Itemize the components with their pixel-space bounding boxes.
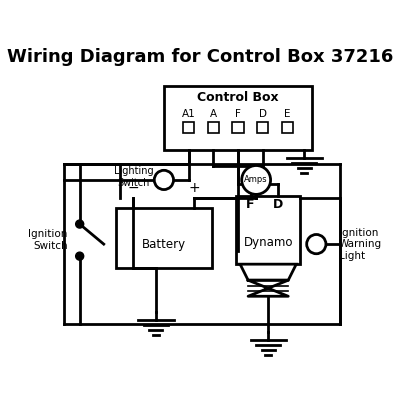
Bar [164,86,312,150]
Text: D: D [259,109,267,119]
Circle shape [76,252,84,260]
Circle shape [154,170,174,190]
Bar [208,122,219,134]
Text: +: + [188,181,200,195]
Text: Ignition
Switch: Ignition Switch [28,229,68,251]
Text: Battery: Battery [142,238,186,251]
Text: F: F [235,109,241,119]
Text: F: F [246,198,255,210]
Bar [257,122,268,134]
Circle shape [242,166,270,194]
Text: A: A [210,109,217,119]
Text: Amps: Amps [244,176,268,184]
Text: E: E [284,109,291,119]
Text: A1: A1 [182,109,196,119]
Circle shape [307,234,326,254]
Bar [116,208,212,268]
Text: Wiring Diagram for Control Box 37216: Wiring Diagram for Control Box 37216 [7,48,393,66]
Text: D: D [273,198,283,210]
Text: Ignition
Warning
Light: Ignition Warning Light [339,228,382,261]
Text: −: − [128,181,139,195]
Text: Control Box: Control Box [197,91,279,104]
Text: Lighting
Switch: Lighting Switch [114,166,153,188]
Circle shape [76,220,84,228]
Bar [282,122,293,134]
Text: Dynamo: Dynamo [244,236,293,249]
Bar [183,122,194,134]
Bar [236,196,300,264]
Polygon shape [240,264,296,280]
Bar [232,122,244,134]
